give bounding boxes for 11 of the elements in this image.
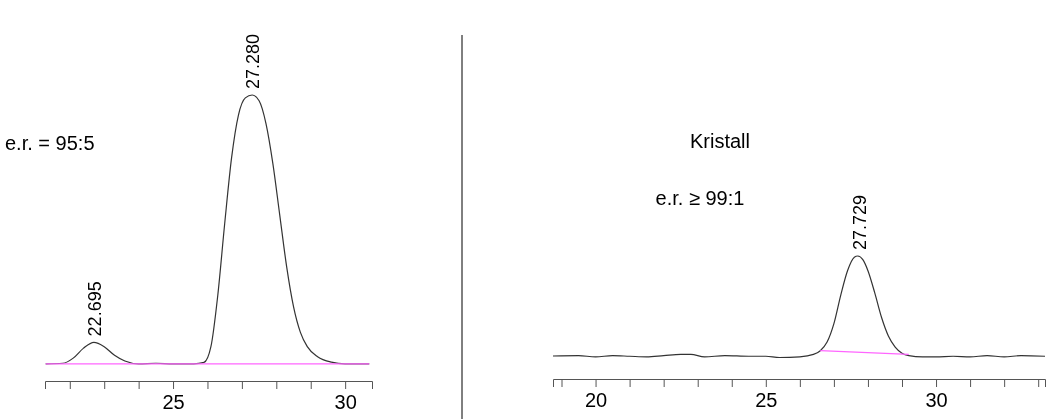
annotation: 27.729 xyxy=(849,194,870,250)
x-tick-label: 25 xyxy=(755,389,778,412)
x-tick-label: 30 xyxy=(334,391,357,414)
annotation: e.r. = 95:5 xyxy=(5,132,95,154)
x-tick-label: 20 xyxy=(584,389,608,412)
x-tick-label: 25 xyxy=(162,391,185,414)
annotation: 22.695 xyxy=(84,281,105,337)
annotation: 27.280 xyxy=(242,33,263,89)
chart-title: Kristall xyxy=(689,130,751,152)
text: e.r. ≥ 99:1 xyxy=(655,187,745,209)
x-tick-label: 30 xyxy=(925,389,948,412)
